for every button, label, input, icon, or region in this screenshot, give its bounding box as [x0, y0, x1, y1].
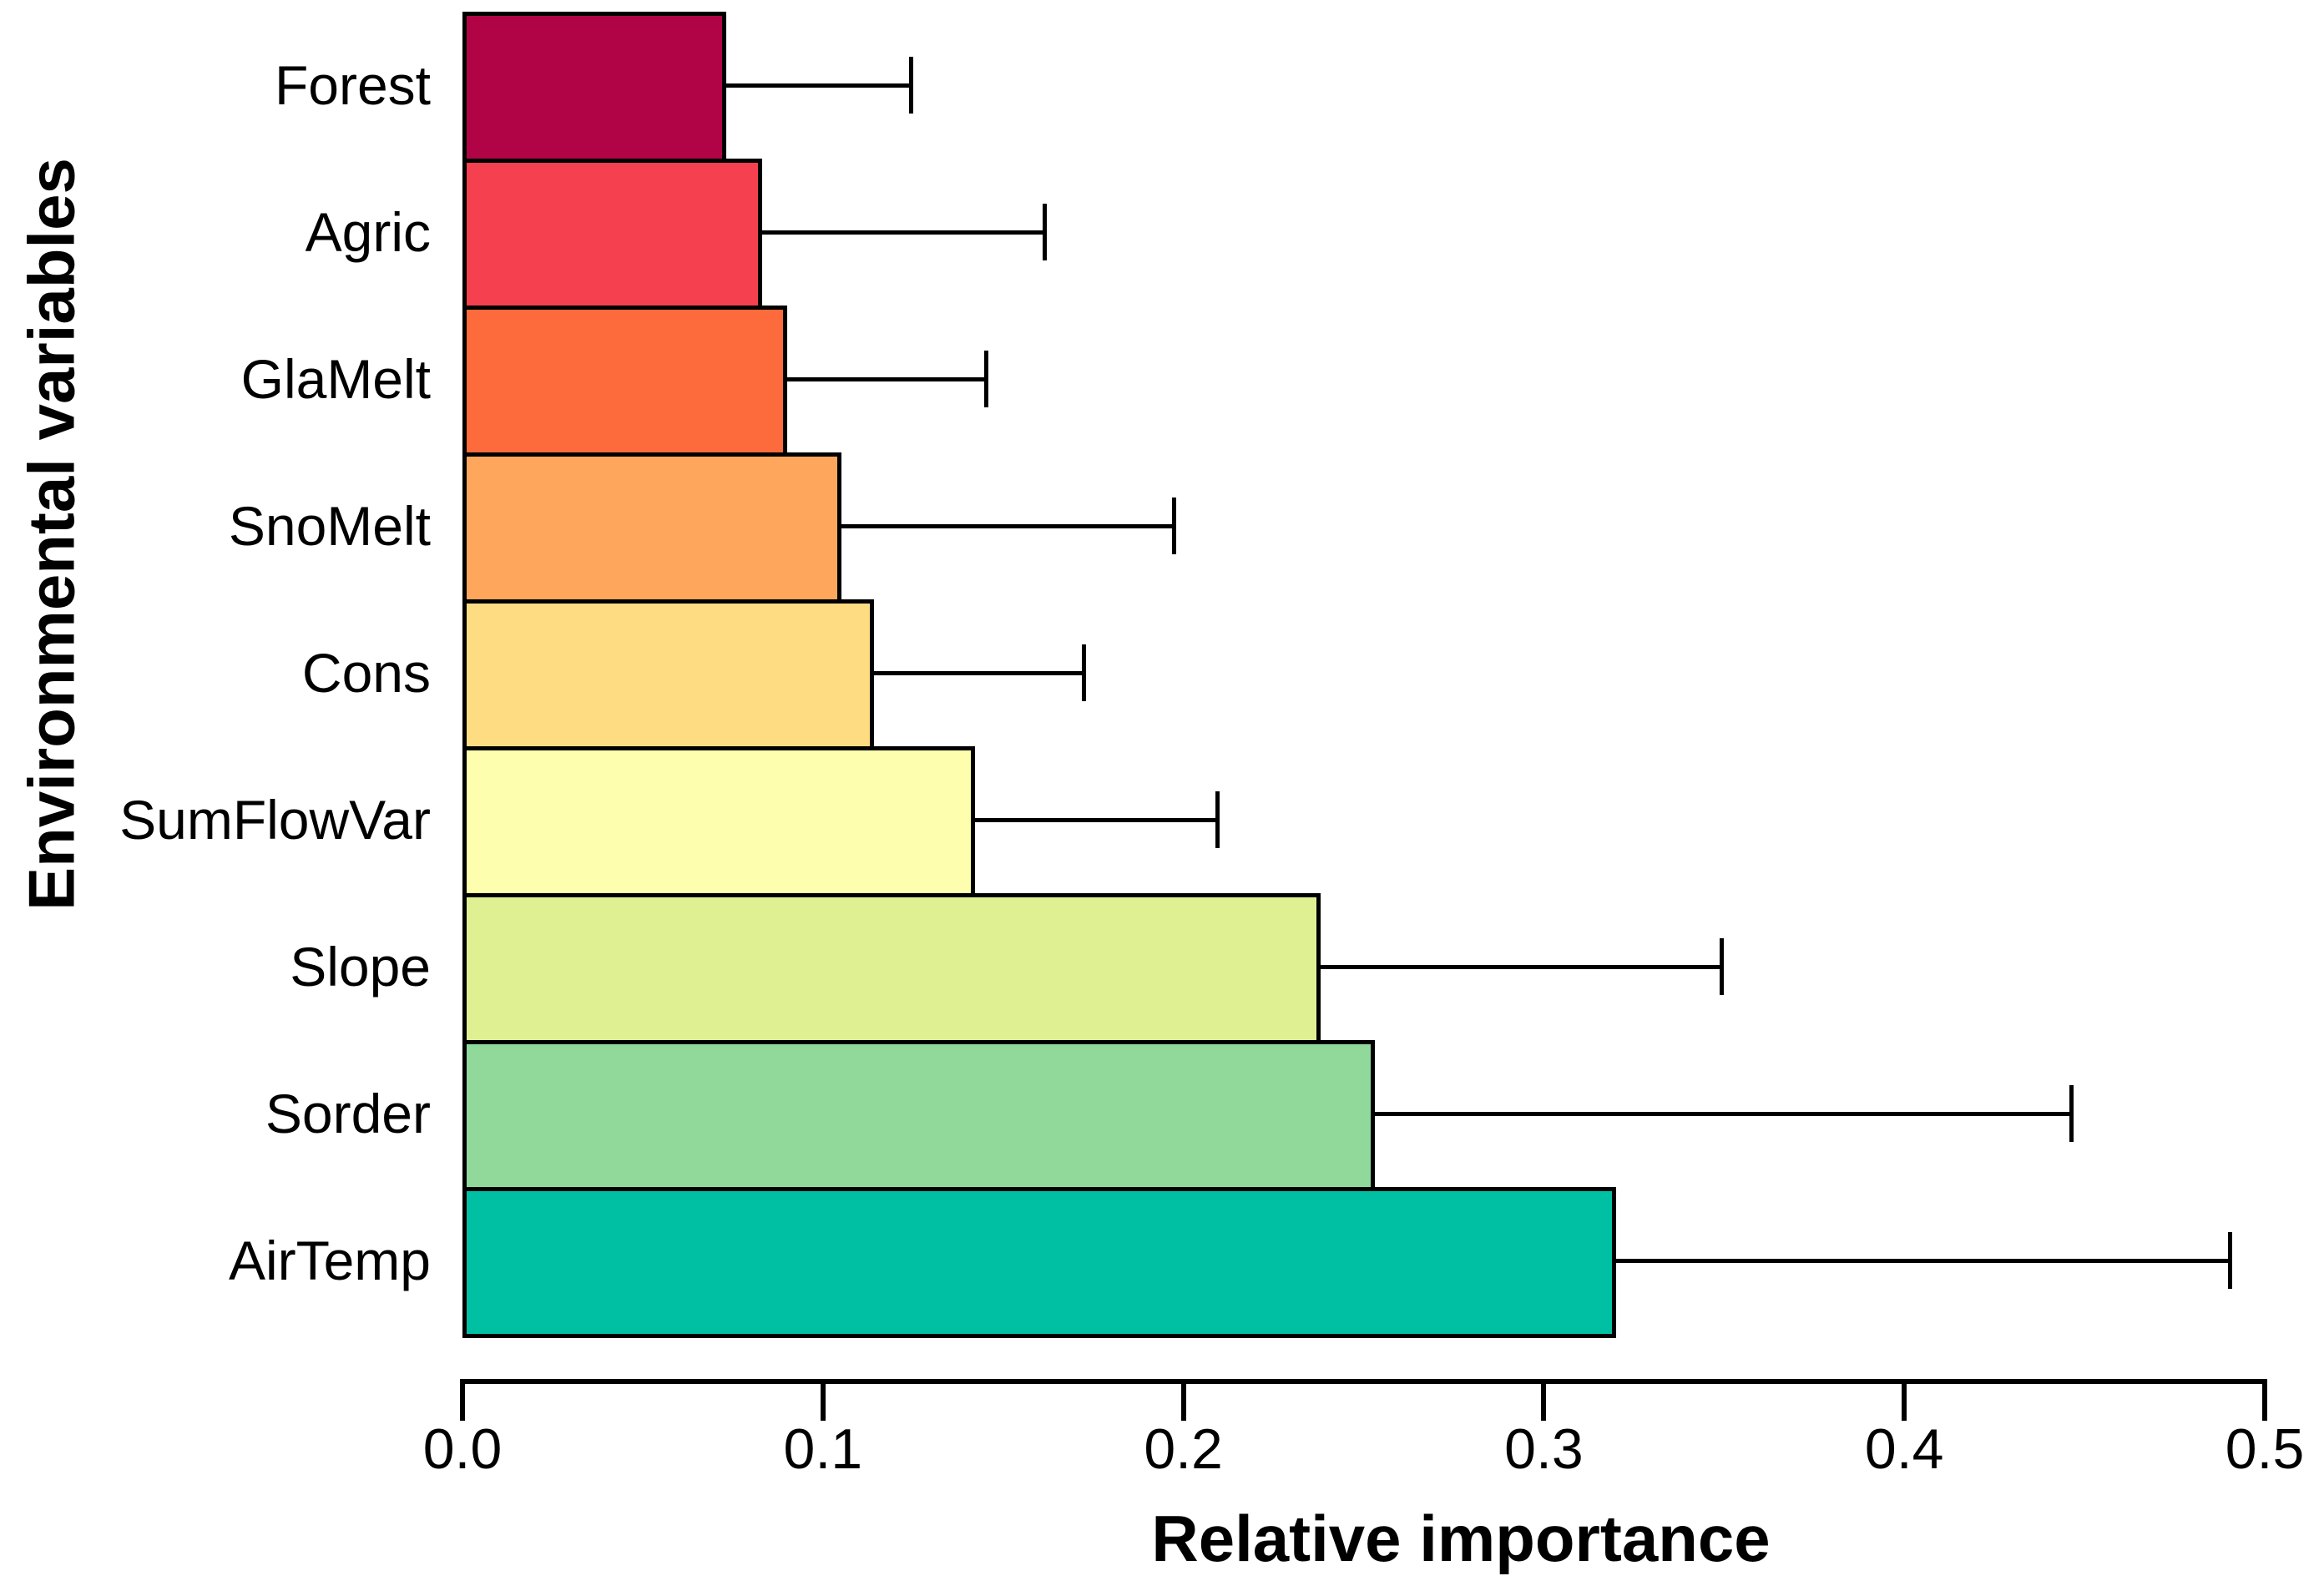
x-axis-tick: [1902, 1379, 1907, 1421]
category-label-airtemp: AirTemp: [228, 1230, 431, 1291]
x-axis-tick-label: 0.4: [1864, 1417, 1944, 1481]
bar-sorder: [462, 1040, 1376, 1191]
bar-cons: [462, 599, 874, 750]
error-bar-line: [721, 83, 913, 88]
category-label-agric: Agric: [305, 201, 431, 263]
x-axis-tick-label: 0.3: [1504, 1417, 1584, 1481]
x-axis-tick-label: 0.0: [422, 1417, 503, 1481]
category-label-glamelt: GlaMelt: [240, 348, 431, 410]
x-axis-tick: [1180, 1379, 1186, 1421]
x-axis-tick-label: 0.1: [783, 1417, 863, 1481]
x-axis-tick-label: 0.5: [2225, 1417, 2305, 1481]
error-bar-line: [869, 670, 1086, 675]
bar-sumflowvar: [462, 746, 975, 897]
bar-agric: [462, 159, 763, 310]
category-label-slope: Slope: [290, 936, 431, 998]
error-bar-line: [758, 230, 1047, 235]
error-bar-cap: [1215, 791, 1220, 848]
error-bar-line: [970, 817, 1220, 822]
x-axis-tick: [820, 1379, 826, 1421]
bar-slope: [462, 893, 1321, 1044]
error-bar-cap: [1171, 498, 1176, 554]
bar-forest: [462, 12, 726, 163]
error-bar-line: [1612, 1258, 2233, 1263]
error-bar-line: [1316, 964, 1725, 969]
error-bar-cap: [1042, 204, 1047, 260]
category-label-sumflowvar: SumFlowVar: [119, 789, 431, 851]
error-bar-line: [837, 523, 1176, 528]
error-bar-line: [1371, 1111, 2074, 1116]
error-bar-line: [783, 376, 989, 381]
category-label-forest: Forest: [274, 54, 431, 116]
error-bar-cap: [1082, 644, 1086, 701]
category-label-sorder: Sorder: [265, 1083, 431, 1144]
bar-snomelt: [462, 452, 842, 604]
x-axis-tick: [1541, 1379, 1547, 1421]
category-label-snomelt: SnoMelt: [228, 495, 431, 557]
x-axis-line: [460, 1379, 2267, 1384]
error-bar-cap: [2069, 1085, 2074, 1142]
x-axis-tick: [460, 1379, 465, 1421]
x-axis-title: Relative importance: [1151, 1502, 1771, 1575]
error-bar-cap: [908, 57, 913, 114]
error-bar-cap: [1720, 938, 1725, 995]
error-bar-cap: [984, 351, 989, 407]
bar-airtemp: [462, 1187, 1617, 1338]
x-axis-tick-label: 0.2: [1144, 1417, 1223, 1481]
category-label-cons: Cons: [301, 642, 431, 704]
bar-glamelt: [462, 306, 788, 457]
x-axis-tick: [2262, 1379, 2267, 1421]
error-bar-cap: [2228, 1232, 2233, 1289]
